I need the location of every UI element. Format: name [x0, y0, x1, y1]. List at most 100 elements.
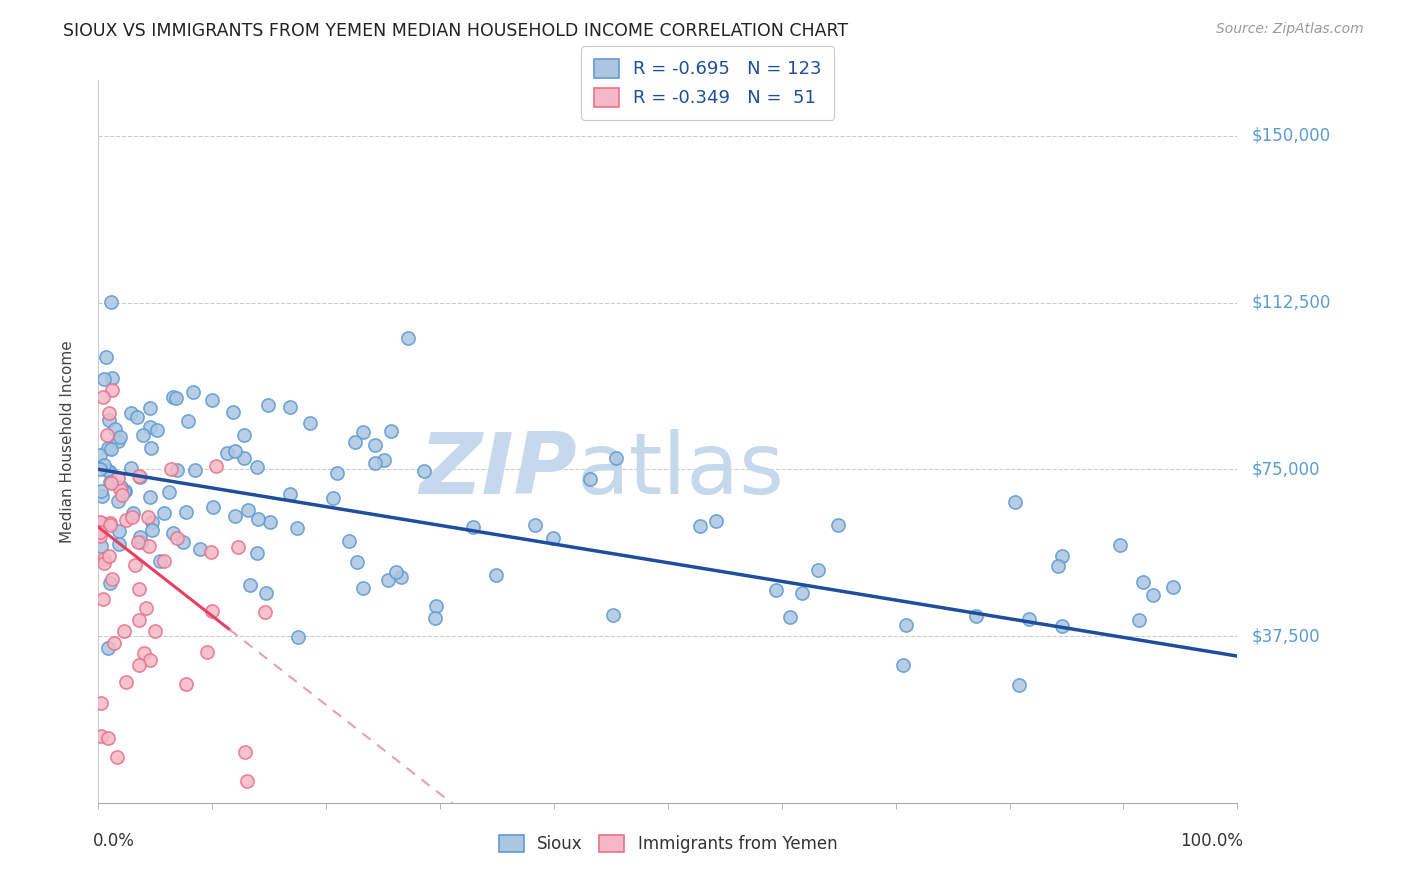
Point [256, 398, 278, 412]
Point [704, 514, 727, 528]
Point [298, 416, 321, 430]
Point [779, 610, 801, 624]
Point [93, 552, 115, 566]
Point [165, 391, 187, 405]
Point [136, 510, 159, 524]
Point [120, 460, 142, 475]
Point [124, 558, 146, 572]
Point [287, 630, 309, 644]
Point [100, 475, 122, 490]
Point [93, 557, 115, 571]
Point [97, 549, 120, 563]
Point [97, 441, 120, 455]
Point [205, 458, 228, 473]
Point [1047, 559, 1070, 574]
Point [108, 430, 131, 444]
Point [385, 565, 408, 579]
Point [127, 534, 149, 549]
Text: 0.0%: 0.0% [93, 831, 135, 850]
Point [166, 463, 188, 477]
Point [115, 675, 138, 690]
Point [100, 295, 122, 310]
Point [543, 531, 565, 545]
Point [425, 599, 447, 613]
Point [232, 427, 254, 442]
Point [806, 563, 828, 577]
Point [396, 331, 419, 345]
Point [1132, 575, 1154, 590]
Point [239, 578, 262, 592]
Point [236, 503, 259, 517]
Point [145, 624, 167, 638]
Point [233, 745, 256, 759]
Point [1008, 677, 1031, 691]
Text: $150,000: $150,000 [1251, 127, 1330, 145]
Point [120, 406, 142, 420]
Point [93, 372, 115, 386]
Point [138, 652, 160, 666]
Point [280, 400, 302, 414]
Point [128, 657, 150, 672]
Point [139, 441, 162, 455]
Point [107, 494, 129, 508]
Point [114, 483, 136, 498]
Point [461, 520, 484, 534]
Point [602, 608, 624, 623]
Point [827, 518, 849, 533]
Point [689, 519, 711, 533]
Point [111, 488, 134, 502]
Point [122, 506, 145, 520]
Point [201, 392, 224, 407]
Point [285, 521, 308, 535]
Point [89, 529, 111, 543]
Point [104, 422, 127, 436]
Point [107, 471, 129, 485]
Point [326, 466, 349, 480]
Point [792, 586, 814, 600]
Point [1052, 549, 1074, 564]
Y-axis label: Median Household Income: Median Household Income [60, 340, 75, 543]
Point [108, 537, 131, 551]
Point [98, 466, 121, 480]
Point [343, 434, 366, 449]
Point [90, 540, 112, 554]
Point [98, 406, 121, 420]
Point [103, 636, 125, 650]
Point [1142, 588, 1164, 602]
Text: SIOUX VS IMMIGRANTS FROM YEMEN MEDIAN HOUSEHOLD INCOME CORRELATION CHART: SIOUX VS IMMIGRANTS FROM YEMEN MEDIAN HO… [63, 22, 848, 40]
Point [98, 575, 121, 590]
Point [91, 390, 114, 404]
Point [423, 611, 446, 625]
Point [184, 463, 207, 477]
Point [160, 462, 183, 476]
Point [91, 592, 114, 607]
Point [224, 443, 246, 458]
Point [172, 535, 194, 549]
Point [139, 491, 162, 505]
Point [97, 640, 120, 655]
Point [128, 469, 150, 483]
Point [149, 554, 172, 568]
Point [141, 523, 163, 537]
Point [1128, 613, 1150, 627]
Point [221, 405, 243, 419]
Point [139, 401, 162, 416]
Point [236, 773, 259, 788]
Point [1018, 612, 1040, 626]
Point [90, 484, 112, 499]
Text: $37,500: $37,500 [1251, 627, 1320, 645]
Point [232, 450, 254, 465]
Point [246, 546, 269, 560]
Point [413, 464, 436, 478]
Point [100, 442, 122, 456]
Point [100, 383, 122, 397]
Point [96, 428, 118, 442]
Point [112, 624, 135, 638]
Point [98, 518, 121, 533]
Text: ZIP: ZIP [419, 429, 576, 512]
Point [115, 513, 138, 527]
Point [253, 605, 276, 619]
Point [128, 613, 150, 627]
Point [132, 428, 155, 442]
Text: $75,000: $75,000 [1251, 460, 1320, 478]
